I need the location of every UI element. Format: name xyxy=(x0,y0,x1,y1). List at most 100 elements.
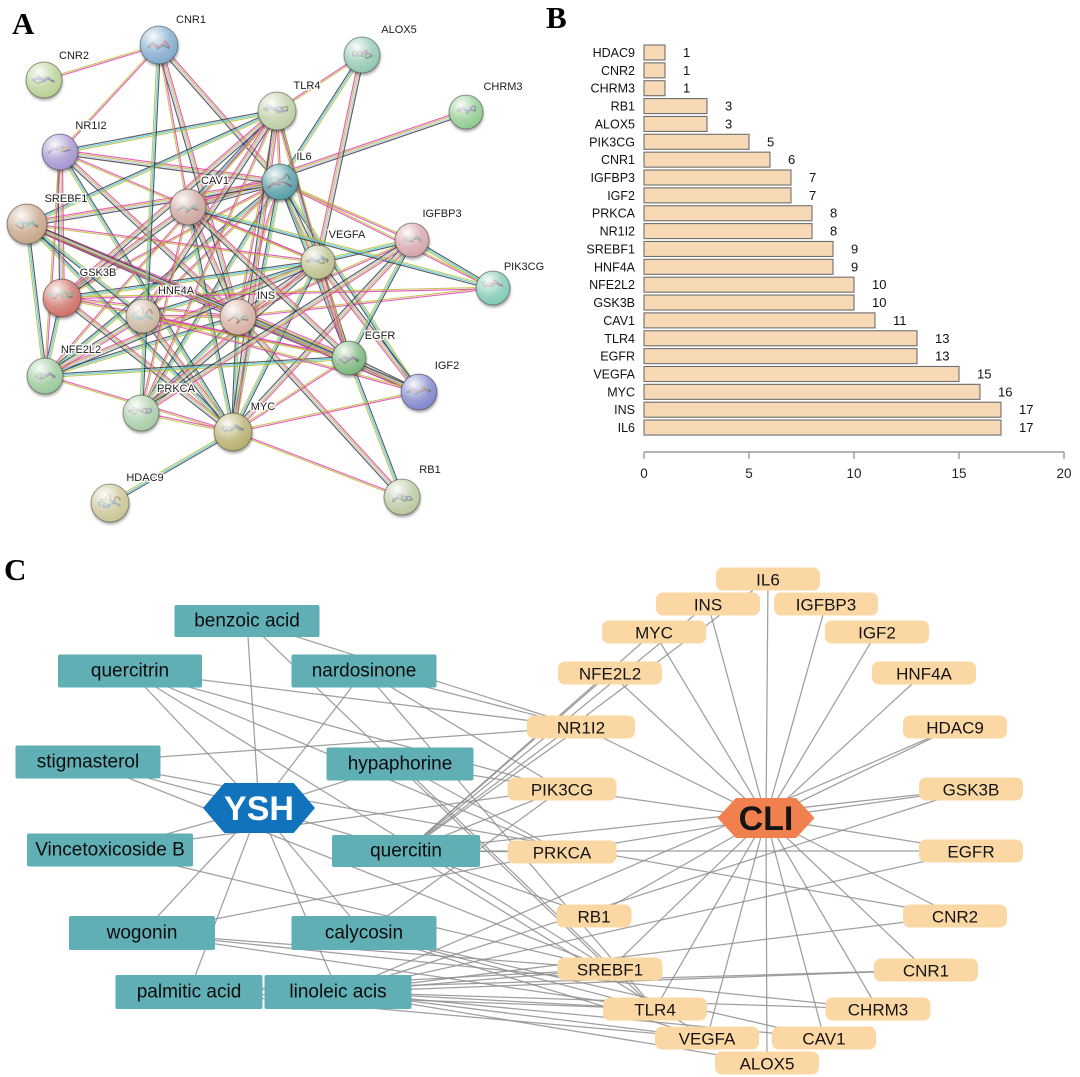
ppi-edge xyxy=(44,357,350,377)
node-gloss xyxy=(262,164,298,200)
bar-row: HNF4A 9 xyxy=(594,258,858,275)
protein-node xyxy=(448,94,484,130)
ppi-edge xyxy=(45,111,279,377)
protein-node xyxy=(213,412,253,452)
bar xyxy=(643,115,708,132)
compound-target-edge xyxy=(765,817,768,1064)
gene-label: INS xyxy=(694,596,722,615)
protein-node xyxy=(343,36,381,74)
node-gloss xyxy=(220,299,256,335)
bar-row: ALOX5 3 xyxy=(595,115,732,132)
ppi-edge xyxy=(280,180,413,240)
ppi-edge xyxy=(24,224,45,377)
bar-value-label: 13 xyxy=(935,331,949,346)
compound-target-edge xyxy=(654,817,767,1010)
ppi-edge xyxy=(141,45,162,414)
compound-label: palmitic acid xyxy=(137,982,242,1003)
ppi-edge xyxy=(143,262,319,319)
ppi-edge xyxy=(157,45,280,183)
protein-node-label: PRKCA xyxy=(157,383,196,395)
protein-node-label: CNR2 xyxy=(59,50,89,62)
ppi-edge xyxy=(315,54,361,262)
ppi-edge xyxy=(316,54,362,262)
protein-node xyxy=(169,188,207,226)
bar-value-label: 9 xyxy=(851,259,858,274)
gene-label: SREBF1 xyxy=(577,961,643,980)
ppi-edge xyxy=(59,108,277,152)
ppi-edge xyxy=(142,316,419,394)
ppi-edge xyxy=(318,55,364,263)
compound-target-edge xyxy=(337,850,972,993)
gene-node: RB1 xyxy=(556,904,632,928)
node-gloss xyxy=(258,92,296,130)
ppi-edge xyxy=(238,288,494,319)
gene-label: HDAC9 xyxy=(926,719,984,738)
compound-target-network-panel: benzoic acid quercitrin nardosinone stigmas… xyxy=(15,567,1023,1075)
panel-a-label: A xyxy=(12,6,35,41)
gene-node: PIK3CG xyxy=(507,777,617,801)
gene-label: NFE2L2 xyxy=(579,665,641,684)
bar xyxy=(643,294,855,311)
bar xyxy=(643,348,918,365)
bar-category-label: INS xyxy=(614,403,635,417)
ppi-edge xyxy=(60,111,278,155)
bar-category-label: IGF2 xyxy=(607,189,635,203)
protein-node-label: NR1I2 xyxy=(75,120,106,132)
bar-category-label: CAV1 xyxy=(603,314,635,328)
compound-node: Vincetoxicoside B xyxy=(27,833,193,867)
bar-value-label: 3 xyxy=(725,99,732,114)
bar xyxy=(643,401,1002,418)
node-gloss xyxy=(140,26,178,64)
ppi-edge xyxy=(44,314,143,376)
protein-node-label: EGFR xyxy=(365,330,396,342)
bar-category-label: MYC xyxy=(607,385,635,399)
bar xyxy=(643,151,771,168)
ppi-nodes xyxy=(6,25,511,523)
ppi-edge xyxy=(187,207,493,291)
string-network-panel: CNR1 CNR2 ALOX5 TLR4 CHRM3 NR1I2 IL6 CAV1 SREBF1… xyxy=(6,13,545,523)
ppi-edge xyxy=(60,204,187,297)
node-gloss xyxy=(170,189,206,225)
ppi-edge xyxy=(187,206,494,289)
bar-category-label: RB1 xyxy=(611,100,635,114)
gene-node: CNR1 xyxy=(874,958,978,982)
ppi-edge xyxy=(140,44,160,414)
ppi-edge xyxy=(186,207,238,318)
compound-target-edge xyxy=(363,670,563,790)
ppi-edge xyxy=(59,110,278,153)
bar-category-label: PRKCA xyxy=(592,207,636,221)
ppi-edge xyxy=(316,262,419,393)
protein-node-label: PIK3CG xyxy=(504,261,544,273)
ppi-edge xyxy=(27,183,281,227)
node-gloss xyxy=(301,245,335,279)
ppi-edge xyxy=(279,54,363,183)
ppi-edge xyxy=(140,260,318,413)
ppi-edge xyxy=(25,224,143,318)
bar xyxy=(643,419,1002,436)
ppi-edge xyxy=(61,109,277,298)
ppi-edge xyxy=(138,44,159,413)
compound-target-edge xyxy=(87,726,582,763)
ppi-edge xyxy=(185,207,237,319)
ppi-edge xyxy=(26,223,234,433)
protein-node xyxy=(257,91,297,131)
compound-label: quercitrin xyxy=(91,661,169,682)
protein-node xyxy=(475,270,511,306)
protein-node xyxy=(42,278,82,318)
gene-label: EGFR xyxy=(947,843,994,862)
ppi-edge xyxy=(139,259,317,412)
ppi-edge xyxy=(139,110,277,413)
protein-node xyxy=(331,340,367,376)
bar xyxy=(643,133,750,150)
bar xyxy=(643,383,981,400)
ppi-edge xyxy=(187,207,349,359)
bar-category-label: CNR2 xyxy=(601,64,635,78)
protein-node xyxy=(400,373,438,411)
ppi-edge xyxy=(43,43,159,80)
gene-label: HNF4A xyxy=(896,665,952,684)
ppi-edge xyxy=(279,182,493,290)
compound-target-edge xyxy=(765,631,878,819)
compound-target-edge xyxy=(405,578,769,852)
node-gloss xyxy=(123,395,159,431)
node-gloss xyxy=(476,271,510,305)
